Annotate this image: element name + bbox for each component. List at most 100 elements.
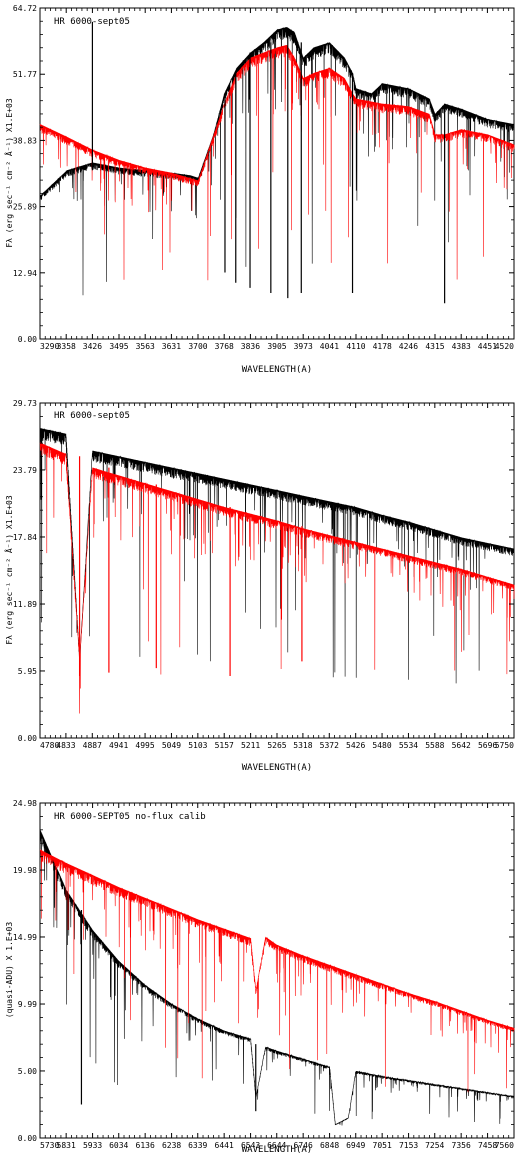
y-axis-label: Fλ (erg sec⁻¹ cm⁻² Å⁻¹) X1.E+03: [3, 495, 14, 644]
x-axis-label: WAVELENGTH(A): [242, 365, 312, 375]
y-tick-label: 38.83: [13, 136, 37, 145]
x-tick-label: 4041: [320, 342, 339, 351]
y-tick-label: 51.77: [13, 70, 37, 79]
x-tick-label: 6949: [346, 1141, 365, 1150]
series-layer: [39, 829, 515, 1126]
x-tick-label: 6848: [320, 1141, 339, 1150]
y-tick-label: 0.00: [18, 1134, 37, 1143]
observed-spectrum-line: [39, 27, 515, 296]
x-tick-label: 6034: [109, 1141, 128, 1150]
y-axis-label: Fλ (erg sec⁻¹ cm⁻² Å⁻¹) X1.E+03: [3, 98, 14, 247]
x-tick-label: 4246: [399, 342, 418, 351]
x-axis-label: WAVELENGTH(A): [242, 763, 312, 773]
x-tick-label: 5831: [57, 1141, 76, 1150]
x-tick-label: 5730: [40, 1141, 59, 1150]
x-tick-label: 4887: [83, 741, 102, 750]
x-tick-label: 6441: [215, 1141, 234, 1150]
x-tick-label: 6644: [267, 1141, 286, 1150]
observed-spectrum-line: [39, 428, 515, 684]
x-tick-label: 4383: [452, 342, 471, 351]
x-tick-label: 4315: [425, 342, 444, 351]
x-tick-label: 5642: [452, 741, 471, 750]
series-layer: [39, 21, 515, 304]
y-tick-label: 5.95: [18, 667, 37, 676]
model-spectrum-line: [39, 44, 515, 281]
x-tick-label: 4520: [495, 342, 514, 351]
x-tick-label: 4110: [346, 342, 365, 351]
y-tick-label: 0.00: [18, 335, 37, 344]
y-tick-label: 25.89: [13, 203, 37, 212]
model-spectrum-line: [39, 849, 515, 1093]
x-tick-label: 7560: [495, 1141, 514, 1150]
x-tick-label: 7458: [478, 1141, 497, 1150]
x-tick-label: 3836: [241, 342, 260, 351]
x-tick-label: 5049: [162, 741, 181, 750]
x-tick-label: 6238: [162, 1141, 181, 1150]
x-tick-label: 7356: [452, 1141, 471, 1150]
x-tick-label: 3426: [83, 342, 102, 351]
x-tick-label: 5534: [399, 741, 418, 750]
x-tick-label: 4178: [373, 342, 392, 351]
x-tick-label: 5157: [215, 741, 234, 750]
y-tick-label: 5.00: [18, 1067, 37, 1076]
x-tick-label: 6136: [136, 1141, 155, 1150]
x-axis-label: WAVELENGTH(A): [242, 1145, 312, 1155]
x-tick-label: 5933: [83, 1141, 102, 1150]
x-tick-label: 5750: [495, 741, 514, 750]
x-tick-label: 4451: [478, 342, 497, 351]
y-tick-label: 29.73: [13, 399, 37, 408]
chart-title: HR 6000-sept05: [54, 17, 130, 27]
plot-frame: [39, 7, 515, 340]
x-tick-label: 4833: [56, 741, 75, 750]
y-tick-label: 11.89: [13, 600, 37, 609]
x-tick-label: 5265: [267, 741, 286, 750]
x-tick-label: 3358: [57, 342, 76, 351]
series-layer: [39, 428, 515, 714]
chart-title: HR 6000-SEPT05 no-flux calib: [54, 812, 206, 822]
x-tick-label: 5480: [372, 741, 391, 750]
x-tick-label: 3700: [188, 342, 207, 351]
y-tick-label: 9.99: [18, 1000, 37, 1009]
x-tick-label: 7153: [399, 1141, 418, 1150]
x-tick-label: 5696: [478, 741, 497, 750]
x-tick-label: 3973: [294, 342, 313, 351]
x-tick-label: 3563: [136, 342, 155, 351]
y-tick-label: 24.98: [13, 799, 37, 808]
y-tick-label: 14.99: [13, 933, 37, 942]
y-tick-label: 0.00: [18, 734, 37, 743]
x-tick-label: 6339: [188, 1141, 207, 1150]
observed-spectrum-line: [39, 829, 515, 1126]
x-tick-label: 3495: [109, 342, 128, 351]
x-tick-label: 7254: [425, 1141, 444, 1150]
x-tick-label: 5211: [241, 741, 260, 750]
x-tick-label: 7051: [373, 1141, 392, 1150]
y-tick-label: 12.94: [13, 269, 37, 278]
y-tick-label: 64.72: [13, 4, 37, 13]
x-tick-label: 4780: [40, 741, 59, 750]
x-tick-label: 3905: [267, 342, 286, 351]
x-tick-label: 6746: [294, 1141, 313, 1150]
y-tick-label: 19.98: [13, 866, 37, 875]
x-tick-label: 5426: [346, 741, 365, 750]
x-tick-label: 3631: [162, 342, 181, 351]
y-tick-label: 17.84: [13, 533, 37, 542]
x-tick-label: 6543: [241, 1141, 260, 1150]
chart-title: HR 6000-sept05: [54, 411, 130, 421]
x-tick-label: 5103: [188, 741, 207, 750]
x-tick-label: 4941: [109, 741, 128, 750]
y-tick-label: 23.79: [13, 466, 37, 475]
x-tick-label: 5318: [293, 741, 312, 750]
y-axis-label: (quasi-ADU) X 1.E+03: [5, 922, 14, 1019]
x-tick-label: 5372: [320, 741, 339, 750]
x-tick-label: 3290: [40, 342, 59, 351]
model-spectrum-line: [39, 441, 515, 714]
x-tick-label: 5588: [425, 741, 444, 750]
x-tick-label: 3768: [215, 342, 234, 351]
